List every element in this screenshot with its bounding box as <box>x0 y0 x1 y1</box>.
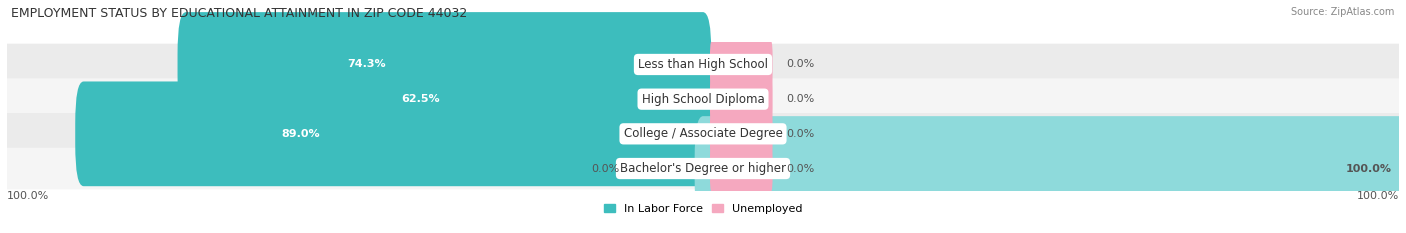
Text: EMPLOYMENT STATUS BY EDUCATIONAL ATTAINMENT IN ZIP CODE 44032: EMPLOYMENT STATUS BY EDUCATIONAL ATTAINM… <box>11 7 468 20</box>
FancyBboxPatch shape <box>7 113 1399 155</box>
Text: 74.3%: 74.3% <box>347 59 387 69</box>
FancyBboxPatch shape <box>177 12 711 117</box>
Text: 0.0%: 0.0% <box>786 59 814 69</box>
Text: 89.0%: 89.0% <box>281 129 319 139</box>
FancyBboxPatch shape <box>710 72 773 126</box>
Text: 0.0%: 0.0% <box>592 164 620 174</box>
Text: 0.0%: 0.0% <box>786 94 814 104</box>
FancyBboxPatch shape <box>695 116 1406 221</box>
Text: 0.0%: 0.0% <box>786 129 814 139</box>
Text: Source: ZipAtlas.com: Source: ZipAtlas.com <box>1291 7 1395 17</box>
Text: 100.0%: 100.0% <box>1357 191 1399 201</box>
FancyBboxPatch shape <box>710 107 773 161</box>
Text: 62.5%: 62.5% <box>401 94 440 104</box>
FancyBboxPatch shape <box>7 44 1399 85</box>
Legend: In Labor Force, Unemployed: In Labor Force, Unemployed <box>599 199 807 218</box>
Text: Bachelor's Degree or higher: Bachelor's Degree or higher <box>620 162 786 175</box>
FancyBboxPatch shape <box>76 82 711 186</box>
FancyBboxPatch shape <box>710 142 773 195</box>
Text: College / Associate Degree: College / Associate Degree <box>624 127 782 140</box>
FancyBboxPatch shape <box>7 148 1399 189</box>
FancyBboxPatch shape <box>710 38 773 91</box>
Text: 0.0%: 0.0% <box>786 164 814 174</box>
FancyBboxPatch shape <box>7 78 1399 120</box>
Text: 100.0%: 100.0% <box>1346 164 1392 174</box>
Text: High School Diploma: High School Diploma <box>641 93 765 106</box>
Text: 100.0%: 100.0% <box>7 191 49 201</box>
FancyBboxPatch shape <box>260 47 711 151</box>
Text: Less than High School: Less than High School <box>638 58 768 71</box>
